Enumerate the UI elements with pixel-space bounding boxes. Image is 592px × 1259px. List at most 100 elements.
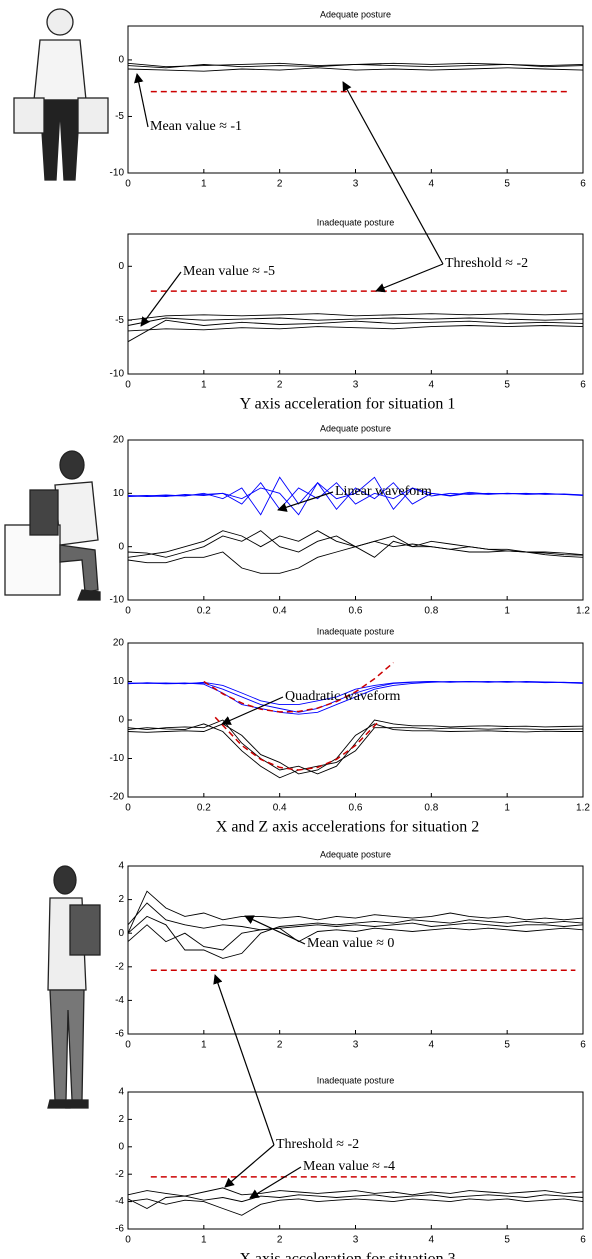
- x-tick-label: 0.2: [197, 606, 211, 617]
- signal-line: [127, 890, 584, 934]
- y-tick-label: -2: [115, 961, 124, 972]
- x-tick-label: 6: [580, 380, 586, 391]
- y-tick-label: -10: [110, 369, 125, 380]
- x-tick-label: 6: [580, 179, 586, 190]
- annotation-arrow: [244, 915, 306, 945]
- y-tick-label: 10: [113, 676, 125, 687]
- x-tick-label: 2: [277, 1040, 283, 1051]
- y-tick-label: -4: [115, 1196, 124, 1207]
- signal-line: [127, 681, 584, 715]
- x-tick-label: 0: [125, 1235, 131, 1246]
- x-tick-label: 3: [353, 179, 359, 190]
- y-tick-label: -10: [110, 168, 125, 179]
- x-tick-label: 1: [201, 1040, 207, 1051]
- x-tick-label: 1: [201, 1235, 207, 1246]
- annotation-arrow: [221, 696, 284, 725]
- x-tick-label: 2: [277, 179, 283, 190]
- signal-line: [127, 313, 584, 321]
- annotation-arrow: [213, 974, 275, 1146]
- y-tick-label: -10: [110, 753, 125, 764]
- chart-title: Adequate posture: [320, 9, 391, 19]
- y-tick-label: -6: [115, 1224, 124, 1235]
- x-tick-label: 0.4: [273, 803, 287, 814]
- x-tick-label: 0: [125, 803, 131, 814]
- annotation: Linear waveform: [335, 484, 432, 499]
- y-tick-label: 2: [118, 1114, 124, 1125]
- caption: X and Z axis accelerations for situation…: [216, 819, 479, 836]
- signal-line: [127, 719, 584, 775]
- y-tick-label: 0: [118, 928, 124, 939]
- x-tick-label: 0: [125, 179, 131, 190]
- x-tick-label: 0.4: [273, 606, 287, 617]
- signal-line: [127, 476, 584, 516]
- annotation-arrow: [134, 73, 149, 128]
- annotation-arrow: [375, 263, 444, 293]
- y-tick-label: 20: [113, 435, 125, 446]
- threshold-line: [203, 662, 394, 713]
- annotation-arrow: [342, 81, 444, 265]
- y-tick-label: -6: [115, 1029, 124, 1040]
- y-tick-label: -10: [110, 595, 125, 606]
- y-tick-label: 4: [118, 861, 124, 872]
- threshold-line: [214, 716, 379, 771]
- signal-line: [127, 325, 584, 332]
- caption: X axis acceleration for situation 3: [239, 1251, 455, 1259]
- x-tick-label: 0.8: [424, 803, 438, 814]
- illustration-person-sitting: [4, 450, 101, 601]
- annotation-arrow: [224, 1144, 275, 1188]
- y-tick-label: 0: [118, 541, 124, 552]
- signal-line: [127, 530, 584, 558]
- y-tick-label: 0: [118, 55, 124, 66]
- x-tick-label: 3: [353, 380, 359, 391]
- x-tick-label: 5: [504, 380, 510, 391]
- x-tick-label: 1: [504, 803, 510, 814]
- annotation: Threshold ≈ -2: [276, 1137, 359, 1152]
- y-tick-label: 20: [113, 638, 125, 649]
- x-tick-label: 4: [429, 1235, 435, 1246]
- x-tick-label: 3: [353, 1040, 359, 1051]
- chart-title: Adequate posture: [320, 423, 391, 433]
- signal-line: [127, 1194, 584, 1210]
- signal-line: [127, 1198, 584, 1216]
- caption: Y axis acceleration for situation 1: [240, 396, 456, 413]
- plot-frame: [127, 233, 584, 375]
- illustration-person-carrying: [13, 8, 109, 181]
- y-tick-label: 10: [113, 488, 125, 499]
- y-tick-label: 0: [118, 261, 124, 272]
- annotation: Quadratic waveform: [285, 689, 401, 704]
- x-tick-label: 1: [201, 179, 207, 190]
- y-tick-label: -5: [115, 315, 124, 326]
- annotation-arrow: [140, 271, 182, 327]
- x-tick-label: 2: [277, 1235, 283, 1246]
- chart-title: Inadequate posture: [317, 1075, 395, 1085]
- annotation-arrow: [277, 491, 334, 512]
- x-tick-label: 6: [580, 1235, 586, 1246]
- illustration-person-standing: [47, 865, 101, 1109]
- chart-title: Adequate posture: [320, 849, 391, 859]
- x-tick-label: 1.2: [576, 803, 590, 814]
- signal-line: [127, 317, 584, 326]
- y-tick-label: -4: [115, 995, 124, 1006]
- y-tick-label: 0: [118, 1141, 124, 1152]
- y-tick-label: 4: [118, 1087, 124, 1098]
- chart-title: Inadequate posture: [317, 217, 395, 227]
- x-tick-label: 6: [580, 1040, 586, 1051]
- x-tick-label: 4: [429, 380, 435, 391]
- x-tick-label: 1.2: [576, 606, 590, 617]
- x-tick-label: 4: [429, 1040, 435, 1051]
- x-tick-label: 4: [429, 179, 435, 190]
- annotation: Mean value ≈ -4: [303, 1159, 395, 1174]
- x-tick-label: 0.6: [349, 803, 363, 814]
- x-tick-label: 2: [277, 380, 283, 391]
- annotation: Mean value ≈ -1: [150, 119, 242, 134]
- annotation: Mean value ≈ -5: [183, 264, 275, 279]
- x-tick-label: 0: [125, 380, 131, 391]
- annotation: Mean value ≈ 0: [307, 936, 394, 951]
- signal-line: [127, 723, 584, 779]
- signal-line: [127, 1187, 584, 1197]
- signal-line: [127, 723, 583, 775]
- plot-frame: [127, 25, 584, 174]
- signal-line: [127, 481, 584, 511]
- x-tick-label: 1: [201, 380, 207, 391]
- x-tick-label: 1: [504, 606, 510, 617]
